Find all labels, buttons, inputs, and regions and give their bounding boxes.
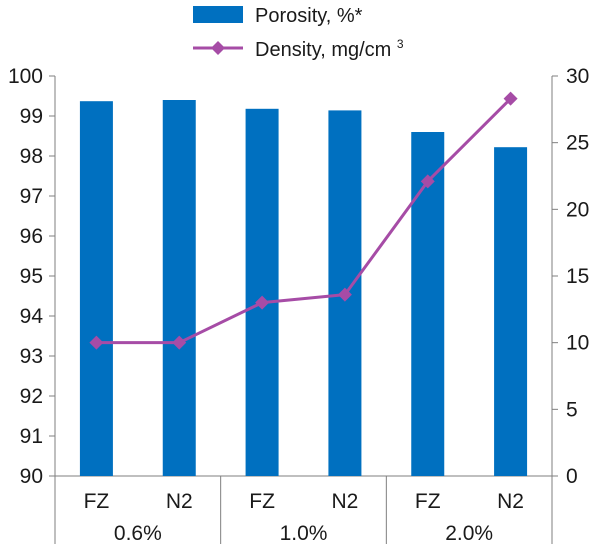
left-tick-label-94: 94 — [20, 305, 44, 328]
right-tick-label-20: 20 — [566, 198, 589, 221]
legend-label-density-superscript: 3 — [397, 37, 404, 51]
legend-label-density-text: Density, mg/cm — [255, 39, 391, 61]
left-tick-label-91: 91 — [20, 425, 43, 448]
right-tick-label-10: 10 — [566, 332, 589, 355]
density-point-3 — [255, 295, 270, 310]
left-tick-label-95: 95 — [20, 265, 43, 288]
right-tick-label-0: 0 — [566, 465, 578, 488]
right-tick-label-25: 25 — [566, 132, 589, 155]
porosity-bars — [79, 100, 528, 477]
density-point-6 — [503, 91, 518, 106]
density-point-1 — [89, 335, 104, 350]
x-axis: FZ N2 FZ N2 FZ N20.6% 1.0% 2.0% — [54, 476, 553, 545]
density-point-2 — [172, 335, 187, 350]
density-line — [96, 97, 512, 345]
right-tick-label-30: 30 — [566, 65, 589, 88]
density-point-5 — [420, 174, 435, 189]
legend-label-density: Density, mg/cm 3 — [255, 37, 404, 61]
left-tick-label-100: 100 — [8, 65, 43, 88]
right-tick-label-15: 15 — [566, 265, 589, 288]
density-point-4 — [337, 287, 352, 302]
left-tick-label-98: 98 — [20, 145, 43, 168]
left-y-axis: 90 91 92 93 94 95 96 97 98 99 100 — [8, 65, 55, 488]
left-tick-label-99: 99 — [20, 105, 43, 128]
porosity-bar-1 — [79, 101, 113, 476]
density-series — [89, 91, 518, 350]
left-tick-label-97: 97 — [20, 185, 43, 208]
x-group-label-3: 2.0% — [445, 522, 493, 545]
legend-swatch-density-marker — [211, 41, 225, 55]
right-y-axis: 0 5 10 15 20 25 30 — [552, 65, 589, 488]
porosity-bar-6 — [494, 147, 528, 476]
x-group-label-1: 0.6% — [114, 522, 162, 545]
x-tick-label-2: N2 — [166, 490, 193, 513]
legend-label-porosity: Porosity, %* — [255, 5, 363, 27]
left-tick-label-90: 90 — [20, 465, 43, 488]
legend-swatch-porosity — [193, 6, 243, 23]
legend: Porosity, %* Density, mg/cm 3 — [193, 5, 404, 61]
porosity-bar-5 — [411, 132, 445, 476]
x-tick-label-4: N2 — [331, 490, 358, 513]
left-tick-label-96: 96 — [20, 225, 43, 248]
x-tick-label-3: FZ — [249, 490, 275, 513]
x-tick-label-6: N2 — [497, 490, 524, 513]
left-tick-label-92: 92 — [20, 385, 43, 408]
right-tick-label-5: 5 — [566, 398, 578, 421]
x-group-label-2: 1.0% — [280, 522, 328, 545]
left-tick-label-93: 93 — [20, 345, 43, 368]
porosity-bar-2 — [162, 100, 196, 476]
x-tick-label-5: FZ — [415, 490, 441, 513]
porosity-bar-3 — [245, 108, 279, 477]
x-tick-label-1: FZ — [84, 490, 110, 513]
plot-frame — [54, 76, 553, 477]
